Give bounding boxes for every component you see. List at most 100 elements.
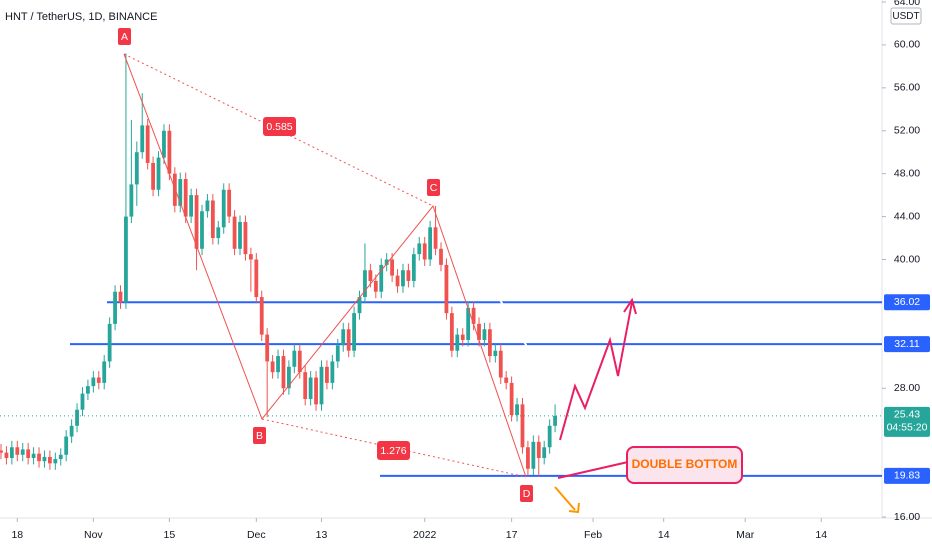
y-tick-label: 48.00 — [894, 167, 920, 179]
x-tick-label: Dec — [247, 529, 266, 541]
point-label: C — [430, 182, 438, 194]
candle-body — [417, 243, 422, 255]
ratio-label: 0.585 — [266, 121, 292, 133]
candle-body — [373, 280, 378, 292]
candle-body — [86, 386, 90, 394]
y-tick-label: 56.00 — [894, 82, 920, 94]
x-tick-label: 14 — [658, 529, 670, 541]
point-label: A — [121, 31, 128, 43]
candle-body — [26, 449, 31, 458]
point-label: B — [256, 430, 263, 442]
projection: DOUBLE BOTTOM — [554, 297, 743, 514]
candle-body — [509, 382, 514, 416]
candle-body — [91, 377, 96, 387]
x-tick-label: Nov — [84, 529, 103, 541]
candle-body — [281, 356, 286, 389]
candle-body — [498, 350, 503, 378]
candle-body — [259, 297, 264, 335]
candle-body — [151, 162, 155, 190]
x-tick-label: Mar — [736, 529, 755, 541]
level-label: 36.02 — [894, 296, 920, 308]
candle-body — [167, 130, 172, 174]
candle-body — [477, 323, 481, 340]
level-label: 19.83 — [894, 470, 920, 482]
candle-body — [134, 152, 139, 185]
projection-arrowhead — [623, 297, 637, 315]
y-tick-label: 16.00 — [894, 511, 920, 523]
candle-body — [335, 345, 340, 362]
candle-body — [455, 334, 460, 351]
labels: A B C D 0.585 1.276 — [118, 28, 533, 502]
candle-body — [194, 195, 199, 249]
down-arrow — [554, 486, 576, 511]
candle-body — [156, 157, 161, 190]
candle-body — [243, 221, 248, 255]
y-tick-label: 60.00 — [894, 39, 920, 51]
candle-body — [292, 350, 297, 367]
candle-body — [325, 366, 329, 383]
axes: 16.00 28.00 40.00 44.00 48.00 52.00 56.00 60.00… — [11, 0, 930, 541]
y-tick-label: 64.00 — [894, 0, 920, 8]
candle-body — [221, 189, 226, 228]
ratio-box — [377, 441, 410, 460]
last-price-badge — [884, 406, 930, 437]
candle-body — [113, 291, 117, 324]
candle-body — [124, 216, 128, 303]
candle-body — [439, 248, 443, 265]
y-tick-label: 28.00 — [894, 382, 920, 394]
candle-body — [37, 453, 41, 462]
candle-body — [47, 456, 52, 464]
candle-body — [107, 323, 112, 362]
candle-body — [411, 254, 416, 281]
candle-body — [341, 329, 346, 346]
candle-body — [303, 372, 308, 399]
candle-body — [216, 227, 221, 239]
candle-body — [210, 200, 215, 239]
candle-body — [390, 259, 395, 276]
candle-body — [4, 452, 9, 458]
candle-body — [352, 313, 356, 351]
candle-body — [428, 227, 433, 260]
projection-path — [559, 301, 633, 441]
candle-body — [482, 329, 487, 340]
candle-body — [444, 264, 449, 314]
candle-body — [20, 449, 25, 455]
trend-line — [444, 203, 577, 433]
level-badge — [884, 336, 930, 353]
candle-body — [547, 425, 552, 448]
candles — [0, 53, 557, 477]
candle-body — [542, 447, 547, 458]
x-tick-label: 14 — [815, 529, 827, 541]
candle-body — [9, 447, 14, 458]
label-box — [253, 427, 266, 444]
candle-body — [15, 447, 20, 455]
currency-label: USDT — [892, 11, 919, 22]
candle-body — [162, 130, 166, 158]
candle-body — [53, 459, 58, 464]
countdown-label: 04:55:20 — [887, 422, 928, 434]
candle-body — [308, 377, 313, 399]
candle-body — [520, 404, 525, 448]
candle-body — [232, 216, 237, 249]
candle-body — [406, 270, 411, 281]
ratio-box — [263, 117, 296, 136]
y-tick-label: 40.00 — [894, 253, 920, 265]
callout-box — [626, 446, 743, 484]
candle-body — [129, 184, 134, 217]
candle-body — [118, 291, 123, 303]
x-tick-label: 17 — [506, 529, 518, 541]
candle-body — [297, 350, 302, 373]
y-tick-label: 44.00 — [894, 210, 920, 222]
candle-body — [363, 270, 367, 298]
candle-body — [319, 366, 324, 405]
candle-body — [189, 195, 194, 217]
candle-body — [531, 441, 536, 469]
candle-body — [270, 361, 275, 373]
candle-body — [69, 425, 74, 437]
candle-body — [248, 254, 253, 260]
candle-body — [471, 307, 476, 324]
point-label: D — [523, 488, 531, 500]
down-arrowhead — [568, 502, 580, 514]
